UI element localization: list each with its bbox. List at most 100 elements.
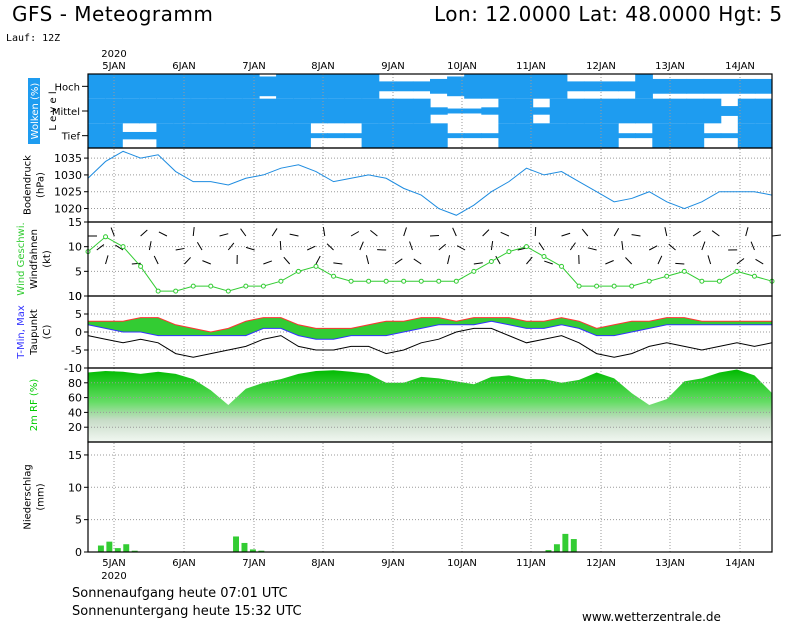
wind-speed-point [523, 244, 529, 250]
wind-barb [473, 262, 483, 265]
cloud-cell-mittel [88, 98, 106, 124]
cloud-level-label: Mittel [52, 107, 80, 118]
wind-barb [587, 247, 597, 251]
humidity-area [88, 369, 772, 442]
wind-barb [707, 255, 712, 265]
sunset-label: Sonnenuntergang heute 15:32 UTC [72, 604, 302, 619]
wind-barb [675, 262, 685, 265]
wind-barb [750, 241, 755, 251]
y-tick-label: 10 [68, 290, 82, 303]
cloud-cell-hoch [207, 74, 226, 99]
wind-barb [605, 260, 614, 265]
wind-barb [621, 241, 624, 251]
wind-barb [148, 241, 152, 251]
wind-axis-label: Wind Geschwi. [16, 222, 27, 295]
cloud-cell-hoch [635, 74, 653, 99]
y-tick-label: 5 [75, 514, 82, 527]
clouds-axis-label: Wolken (%) [30, 83, 41, 140]
year-label-bottom: 2020 [101, 571, 126, 582]
temperature-axis-label: Taupunkt [29, 309, 40, 356]
wind-barb [240, 228, 247, 237]
wind-barb [140, 229, 148, 237]
wind-barb [692, 230, 701, 237]
cloud-cell-tief [88, 123, 106, 148]
cloud-cell-mittel [532, 107, 551, 115]
wind-barb [115, 244, 124, 251]
y-tick-label: 1030 [54, 169, 82, 182]
cloud-cell-tief [481, 133, 499, 139]
panel-frame-pressure [87, 147, 773, 223]
wind-speed-point [401, 278, 407, 284]
pressure-axis-label: (hPa) [36, 172, 47, 198]
wind-barb [500, 231, 510, 237]
cloud-cell-tief [669, 123, 688, 148]
cloud-cell-tief [652, 123, 670, 148]
cloud-cell-tief [430, 123, 448, 148]
cloud-cell-mittel [310, 98, 328, 124]
cloud-cell-hoch [549, 74, 568, 99]
cloud-level-label: Tief [61, 132, 81, 143]
run-label: Lauf: 12Z [6, 33, 61, 44]
pressure-axis-label: Bodendruck [23, 155, 34, 215]
temperature-range-area [88, 317, 772, 340]
tmin-line [87, 320, 772, 340]
wind-barb [96, 244, 105, 251]
cloud-cell-tief [686, 123, 705, 148]
x-tick-label-bottom: 8JAN [311, 558, 334, 569]
cloud-cell-tief [412, 123, 431, 148]
wind-axis-label: (kt) [42, 250, 53, 268]
wind-barb [613, 227, 620, 237]
cloud-cell-mittel [224, 98, 243, 124]
cloud-cell-tief [156, 123, 175, 148]
wind-speed-point [383, 278, 389, 284]
cloud-cell-tief [549, 123, 568, 148]
cloud-cell-tief [207, 123, 226, 148]
cloud-cell-hoch [601, 81, 619, 92]
cloud-cell-hoch [669, 78, 688, 94]
wind-speed-point [681, 268, 687, 274]
wind-barb [745, 227, 749, 237]
cloud-cell-mittel [549, 98, 568, 124]
cloud-cell-mittel [276, 98, 294, 124]
cloud-cell-mittel [293, 98, 311, 124]
cloud-cell-tief [361, 123, 380, 148]
cloud-cell-mittel [481, 107, 499, 115]
y-tick-label: 10 [68, 481, 82, 494]
wind-barb [490, 241, 494, 251]
precipitation-axis-label: Niederschlag [23, 464, 34, 529]
cloud-cell-mittel [327, 98, 346, 124]
cloud-cell-hoch [618, 81, 636, 92]
cloud-cell-tief [464, 133, 482, 139]
year-label-top: 2020 [101, 49, 126, 60]
cloud-cell-mittel [669, 98, 688, 124]
precipitation-bar [97, 545, 104, 552]
wind-speed-point [716, 278, 722, 284]
tmax-line [88, 317, 772, 333]
cloud-cell-mittel [156, 98, 175, 124]
y-tick-label: 20 [68, 421, 82, 434]
wind-speed-point [506, 249, 512, 255]
wind-barb [438, 243, 446, 251]
wind-barb [625, 257, 633, 265]
wind-barb [664, 227, 668, 237]
wind-barb [279, 240, 282, 251]
wind-barb [245, 246, 255, 251]
wind-barb [333, 262, 343, 265]
cloud-cell-hoch [190, 74, 209, 99]
wind-barb [110, 227, 115, 237]
x-tick-label-top: 8JAN [311, 61, 334, 72]
y-tick-label: 1025 [54, 186, 82, 199]
cloud-cell-hoch [378, 81, 397, 92]
cloud-cell-tief [498, 123, 517, 148]
cloud-cell-tief [515, 123, 534, 148]
wind-barb [283, 256, 291, 265]
wind-barb [482, 229, 490, 237]
wind-speed-point [699, 278, 705, 284]
wind-barb [413, 258, 422, 265]
x-tick-label-bottom: 9JAN [381, 558, 404, 569]
cloud-cell-mittel [447, 108, 465, 114]
cloud-cell-hoch [652, 78, 670, 94]
cloud-cell-hoch [276, 74, 294, 99]
precipitation-bar [233, 536, 239, 552]
